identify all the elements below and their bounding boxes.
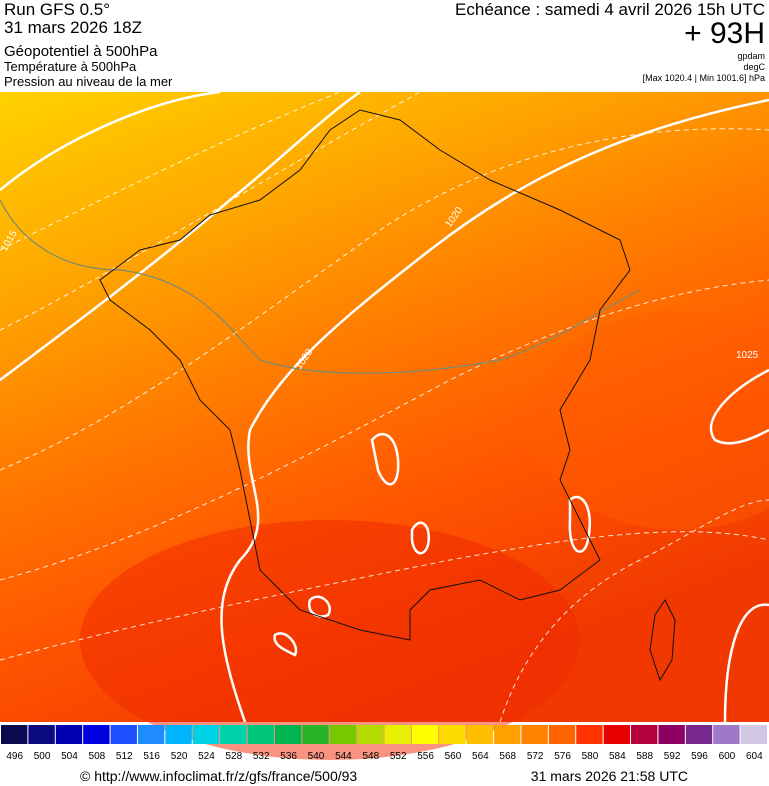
run-date: 31 mars 2026 18Z [4,18,142,37]
color-swatch [576,725,603,744]
color-swatch [220,725,247,744]
scale-label: 532 [253,751,270,762]
scale-label: 556 [417,751,434,762]
scale-label: 572 [527,751,544,762]
source-url: © http://www.infoclimat.fr/z/gfs/france/… [80,768,357,784]
color-swatch [494,725,521,744]
geopotential-contours [0,90,769,723]
unit: degC [743,62,765,72]
scale-label: 548 [362,751,379,762]
color-swatch [247,725,274,744]
field-label: Température à 500hPa [4,59,137,74]
scale-label: 516 [143,751,160,762]
scale-label: 508 [89,751,106,762]
scale-label: 540 [308,751,325,762]
color-swatch [55,725,83,744]
color-swatch [110,725,137,744]
scale-label: 568 [499,751,516,762]
temperature-contours [0,91,769,723]
contour-label: 1025 [736,350,759,361]
scale-label: 496 [6,751,23,762]
color-swatch [357,725,384,744]
scale-label: 552 [390,751,407,762]
scale-label: 584 [609,751,626,762]
color-swatch [137,725,165,744]
color-swatch [631,725,658,744]
color-swatch [658,725,685,744]
color-swatch [384,725,411,744]
scale-label: 592 [664,751,681,762]
scale-label: 524 [198,751,215,762]
scale-label: 544 [335,751,352,762]
color-swatch [685,725,713,744]
color-swatch [329,725,357,744]
color-swatch [740,725,767,744]
color-swatch [466,725,494,744]
valid-time: Echéance : samedi 4 avril 2026 15h UTC [455,0,765,19]
color-swatch [1,725,28,744]
shading [80,520,580,760]
scale-label: 576 [554,751,571,762]
lead-time: + 93H [684,17,765,50]
color-swatch [192,725,220,744]
scale-label: 536 [280,751,297,762]
scale-label: 604 [746,751,763,762]
scale-label: 596 [691,751,708,762]
scale-label: 588 [636,751,653,762]
run-title: Run GFS 0.5° [4,0,110,19]
color-swatch [603,725,631,744]
scale-label: 500 [34,751,51,762]
france-outline [99,109,631,641]
color-swatch [411,725,439,744]
field-label: Géopotentiel à 500hPa [4,43,158,60]
color-swatch [521,725,548,744]
pressure-contours [0,199,641,374]
color-swatch [274,725,302,744]
unit: gpdam [737,51,765,61]
created-time: 31 mars 2026 21:58 UTC [531,768,688,784]
color-swatch [548,725,576,744]
scale-label: 560 [445,751,462,762]
scale-label: 580 [582,751,599,762]
scale-label: 600 [719,751,736,762]
color-swatch [165,725,192,744]
field-label: Pression au niveau de la mer [4,74,173,89]
corsica-outline [649,599,676,682]
scale-label: 512 [116,751,133,762]
scale-label: 504 [61,751,78,762]
scale-label: 520 [171,751,188,762]
color-swatch [302,725,329,744]
color-swatch [439,725,466,744]
scale-label: 564 [472,751,489,762]
shading [530,310,769,530]
pressure-range: [Max 1020.4 | Min 1001.6] hPa [643,73,765,83]
scale-label: 528 [225,751,242,762]
color-swatch [713,725,740,744]
color-scale: 496 500 504 508 512 516 520 524 528 532 536 540 544 5… [1,725,767,762]
map [0,90,769,760]
color-swatch [83,725,110,744]
color-swatch [28,725,55,744]
